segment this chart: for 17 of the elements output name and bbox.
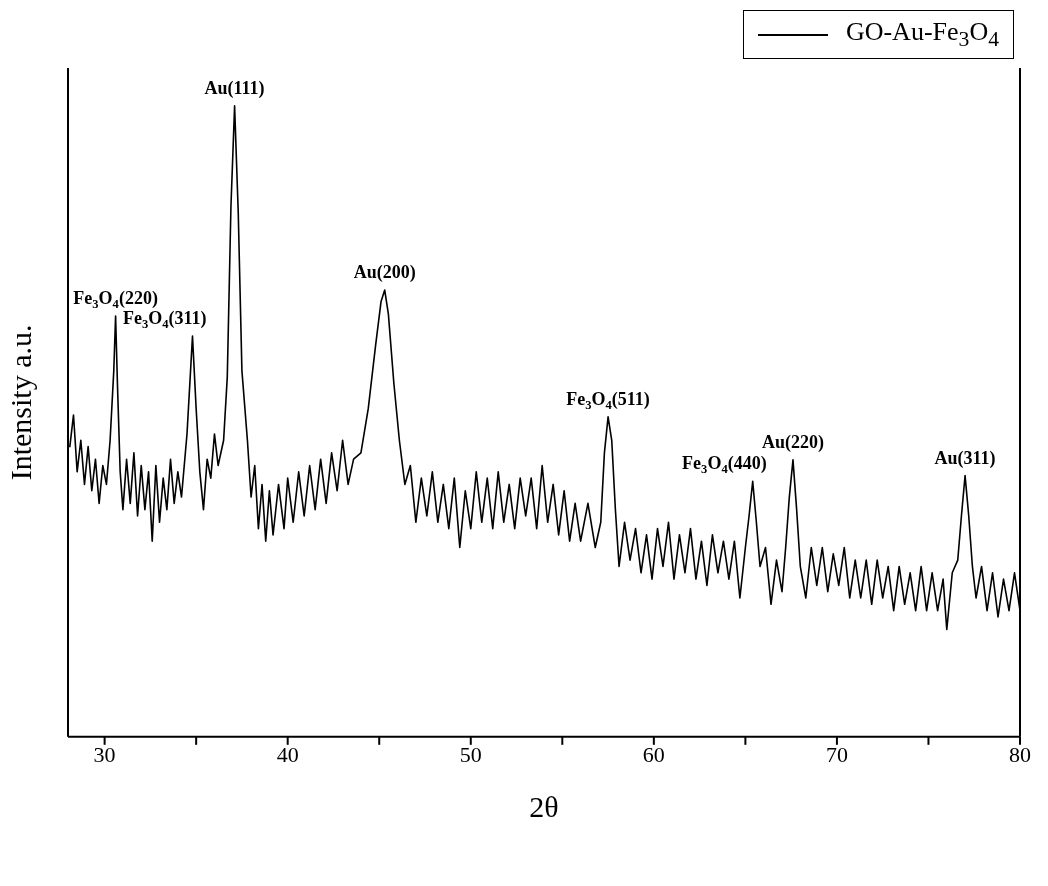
annotation: Au(111) (204, 77, 265, 99)
y-axis-title: Intensity a.u. (3, 324, 37, 481)
annotation: Fe$_{3}$O$_{4}$(440) (682, 453, 767, 477)
annotation: Fe$_{3}$O$_{4}$(311) (122, 308, 207, 332)
annotation: Fe$_{3}$O$_{4}$(511) (566, 388, 650, 412)
x-tick-label: 40 (276, 742, 299, 768)
x-tick-label: 70 (825, 742, 848, 768)
annotation: Au(200) (353, 262, 416, 284)
annotation: Au(220) (761, 431, 824, 453)
x-tick-label: 80 (1009, 742, 1031, 768)
x-tick-label: 60 (642, 742, 665, 768)
x-axis-title: 2θ (529, 789, 559, 823)
annotation: Au(311) (934, 447, 996, 469)
legend-label: GO-Au-Fe$_{3}$O$_{4}$ (845, 17, 999, 53)
x-tick-label: 50 (459, 742, 482, 768)
x-tick-label: 30 (93, 742, 116, 768)
annotation: Fe$_{3}$O$_{4}$(220) (73, 287, 158, 311)
